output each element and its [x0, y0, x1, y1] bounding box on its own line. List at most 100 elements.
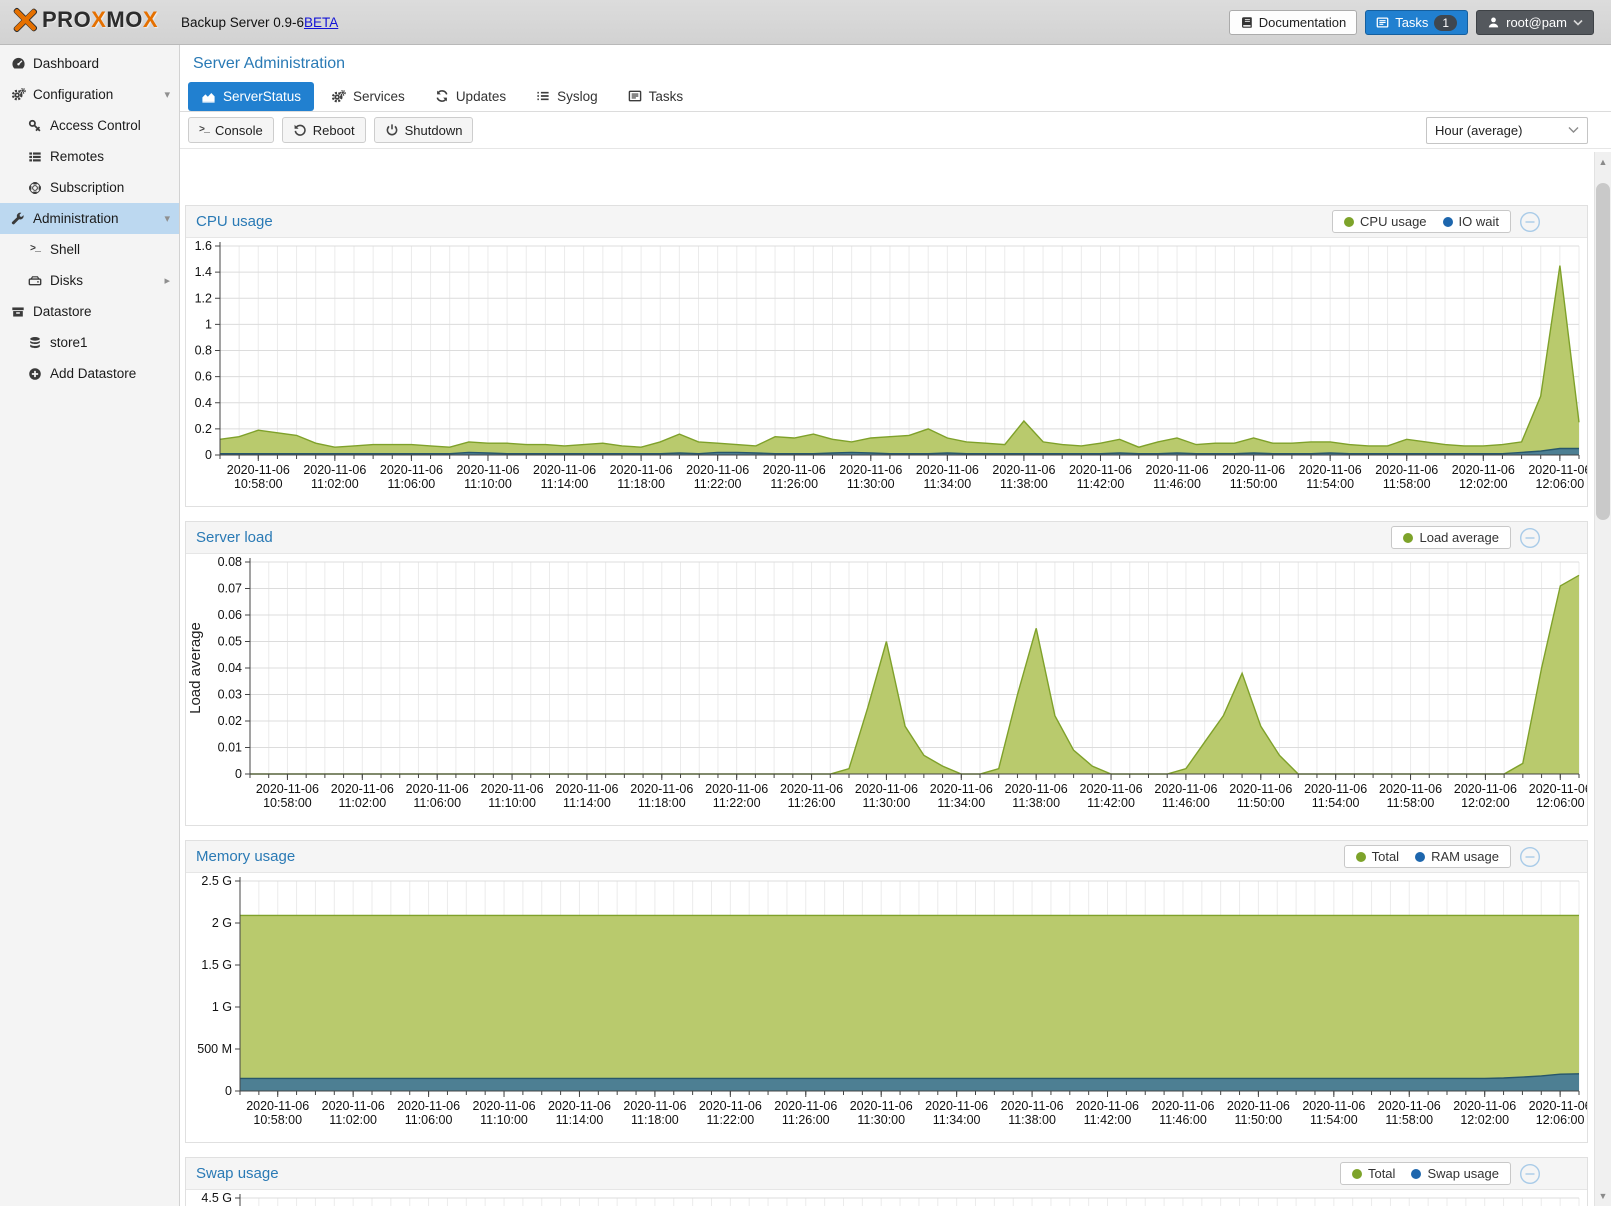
svg-text:2020-11-06: 2020-11-06	[456, 463, 519, 477]
swap-usage-legend: Total Swap usage	[1339, 1162, 1511, 1185]
main-content: Server Administration ServerStatus Servic…	[180, 45, 1611, 1206]
sidebar-item-subscription[interactable]: Subscription	[0, 172, 179, 203]
svg-text:11:46:00: 11:46:00	[1162, 796, 1210, 810]
chevron-down-icon	[1568, 126, 1579, 134]
svg-text:11:34:00: 11:34:00	[937, 796, 985, 810]
svg-text:11:02:00: 11:02:00	[311, 477, 359, 491]
sidebar-item-dashboard[interactable]: Dashboard	[0, 48, 179, 79]
server-load-panel-header: Server load Load average	[186, 522, 1587, 554]
svg-text:2020-11-06: 2020-11-06	[1304, 782, 1367, 796]
svg-text:0.03: 0.03	[218, 688, 242, 702]
sidebar-item-label: store1	[50, 335, 88, 350]
sidebar-item-configuration[interactable]: Configuration ▾	[0, 79, 179, 110]
scrollbar-thumb[interactable]	[1596, 183, 1610, 520]
proxmox-logo: PROXMOX	[12, 7, 158, 33]
sidebar-item-disks[interactable]: Disks ▸	[0, 265, 179, 296]
legend-item-cpu-usage[interactable]: CPU usage	[1344, 214, 1427, 229]
svg-text:2020-11-06: 2020-11-06	[1375, 463, 1438, 477]
svg-text:0: 0	[235, 767, 242, 781]
sidebar-item-label: Subscription	[50, 180, 125, 195]
sidebar-item-label: Configuration	[33, 87, 114, 102]
page-title: Server Administration	[193, 55, 346, 72]
chevron-right-icon[interactable]: ▸	[164, 275, 170, 287]
legend-item-load-average[interactable]: Load average	[1403, 530, 1499, 545]
server-load-legend: Load average	[1391, 526, 1511, 549]
svg-text:12:06:00: 12:06:00	[1536, 796, 1585, 810]
sidebar-item-administration[interactable]: Administration ▾	[0, 203, 179, 234]
svg-text:2020-11-06: 2020-11-06	[397, 1099, 460, 1113]
svg-text:2020-11-06: 2020-11-06	[406, 782, 469, 796]
scroll-down-arrow[interactable]: ▼	[1598, 1191, 1608, 1201]
sidebar-item-add-datastore[interactable]: Add Datastore	[0, 358, 179, 389]
svg-text:2020-11-06: 2020-11-06	[548, 1099, 611, 1113]
tab-updates[interactable]: Updates	[422, 82, 519, 111]
sidebar-item-access-control[interactable]: Access Control	[0, 110, 179, 141]
disk-icon	[27, 274, 43, 288]
svg-text:0.6: 0.6	[195, 370, 212, 384]
svg-text:2020-11-06: 2020-11-06	[992, 463, 1055, 477]
remotes-icon	[27, 150, 43, 164]
refresh-icon	[435, 89, 449, 103]
server-load-chart: 0 0.01 0.02 0.03 0.04 0.05 0.06 0.07 0.08 2020-11…	[186, 554, 1592, 825]
tab-tasks[interactable]: Tasks	[615, 82, 697, 111]
svg-text:11:46:00: 11:46:00	[1159, 1113, 1207, 1127]
key-icon	[27, 119, 43, 133]
legend-item-total[interactable]: Total	[1355, 849, 1399, 864]
chevron-down-icon[interactable]: ▾	[164, 89, 170, 101]
svg-text:0.06: 0.06	[218, 608, 242, 622]
collapse-panel-icon[interactable]	[1519, 846, 1541, 868]
svg-text:11:14:00: 11:14:00	[556, 1113, 604, 1127]
svg-text:11:02:00: 11:02:00	[329, 1113, 377, 1127]
console-button[interactable]: >_ Console	[188, 117, 274, 143]
svg-text:2020-11-06: 2020-11-06	[699, 1099, 762, 1113]
beta-link[interactable]: BETA	[304, 15, 339, 30]
shutdown-button[interactable]: Shutdown	[373, 117, 474, 143]
legend-label: RAM usage	[1431, 849, 1499, 864]
wrench-icon	[10, 212, 26, 226]
collapse-panel-icon[interactable]	[1519, 527, 1541, 549]
svg-text:11:58:00: 11:58:00	[1385, 1113, 1433, 1127]
legend-item-ram-usage[interactable]: RAM usage	[1415, 849, 1499, 864]
sidebar-item-remotes[interactable]: Remotes	[0, 141, 179, 172]
svg-text:11:30:00: 11:30:00	[863, 796, 911, 810]
collapse-panel-icon[interactable]	[1519, 211, 1541, 233]
time-range-select[interactable]: Hour (average)	[1426, 116, 1588, 144]
terminal-icon: >_	[199, 124, 210, 136]
sidebar-item-store1[interactable]: store1	[0, 327, 179, 358]
collapse-panel-icon[interactable]	[1519, 1163, 1541, 1185]
sidebar-item-label: Shell	[50, 242, 81, 257]
svg-text:2020-11-06: 2020-11-06	[1453, 1099, 1516, 1113]
svg-text:11:38:00: 11:38:00	[1000, 477, 1048, 491]
svg-text:2020-11-06: 2020-11-06	[705, 782, 768, 796]
sidebar-item-label: Disks	[50, 273, 83, 288]
svg-text:1.4: 1.4	[195, 265, 212, 279]
user-menu-button[interactable]: root@pam	[1476, 10, 1594, 35]
svg-text:2020-11-06: 2020-11-06	[1001, 1099, 1064, 1113]
svg-text:2020-11-06: 2020-11-06	[1452, 463, 1515, 477]
charts-region: CPU usage CPU usage IO wait 0 0.2 0.4 0.6 0.8 1 1…	[180, 197, 1611, 1206]
legend-item-total[interactable]: Total	[1351, 1166, 1395, 1181]
svg-text:12:02:00: 12:02:00	[1460, 1113, 1509, 1127]
scroll-up-arrow[interactable]: ▲	[1598, 157, 1608, 167]
sidebar-item-datastore[interactable]: Datastore	[0, 296, 179, 327]
documentation-button[interactable]: Documentation	[1228, 10, 1358, 35]
time-range-value: Hour (average)	[1435, 122, 1523, 138]
sidebar-item-label: Administration	[33, 211, 119, 226]
svg-text:0: 0	[225, 1084, 232, 1098]
chevron-down-icon[interactable]: ▾	[164, 213, 170, 225]
legend-item-io-wait[interactable]: IO wait	[1442, 214, 1499, 229]
svg-text:11:02:00: 11:02:00	[338, 796, 386, 810]
tab-syslog[interactable]: Syslog	[523, 82, 611, 111]
reboot-button[interactable]: Reboot	[281, 117, 366, 143]
svg-text:2020-11-06: 2020-11-06	[1528, 463, 1587, 477]
tab-serverstatus[interactable]: ServerStatus	[188, 81, 315, 111]
legend-item-swap-usage[interactable]: Swap usage	[1411, 1166, 1499, 1181]
svg-text:2020-11-06: 2020-11-06	[1227, 1099, 1290, 1113]
sidebar-item-label: Remotes	[50, 149, 105, 164]
svg-text:Load average: Load average	[187, 622, 204, 714]
tasks-button[interactable]: Tasks 1	[1365, 10, 1469, 35]
tab-services[interactable]: Services	[318, 82, 418, 111]
sidebar-item-shell[interactable]: >_ Shell	[0, 234, 179, 265]
svg-text:11:26:00: 11:26:00	[782, 1113, 830, 1127]
